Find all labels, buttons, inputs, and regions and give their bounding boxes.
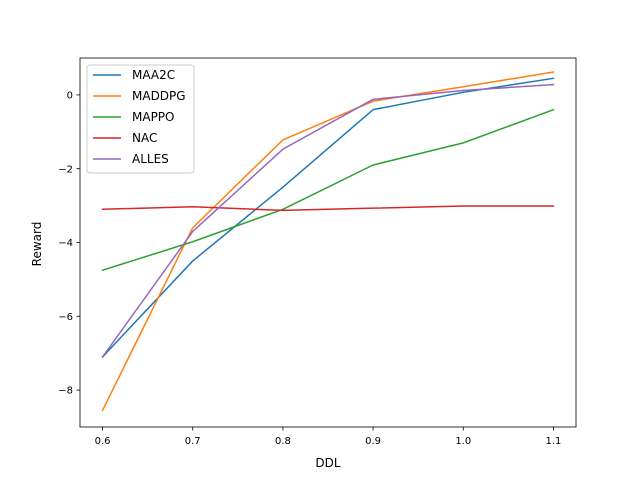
series-line-mappo <box>101 108 555 272</box>
legend: MAA2C MADDPG MAPPO NAC ALLES <box>86 64 195 174</box>
x-tick-label: 1.0 <box>455 436 471 447</box>
series-line-nac <box>101 205 555 212</box>
x-tick-label: 0.9 <box>365 436 381 447</box>
x-tick-label: 0.8 <box>275 436 291 447</box>
legend-label-mappo: MAPPO <box>132 110 174 124</box>
y-tick-label: −4 <box>58 238 73 249</box>
legend-label-maddpg: MADDPG <box>132 89 186 103</box>
x-tick-label: 0.7 <box>185 436 201 447</box>
x-tick-label: 1.1 <box>546 436 562 447</box>
series-line-alles <box>101 83 555 358</box>
x-tick-label: 0.6 <box>95 436 111 447</box>
legend-box <box>86 64 195 174</box>
y-axis-label: Reward <box>30 222 44 267</box>
y-tick-label: −6 <box>58 312 73 323</box>
y-tick-label: −8 <box>58 386 73 397</box>
y-tick-label: 0 <box>67 91 73 102</box>
series-layer <box>101 71 555 412</box>
legend-label-nac: NAC <box>132 131 157 145</box>
y-tick-label: −2 <box>58 164 73 175</box>
legend-label-alles: ALLES <box>132 152 169 166</box>
x-axis-label: DDL <box>315 456 340 470</box>
series-line-maddpg <box>101 71 555 412</box>
legend-label-maa2c: MAA2C <box>132 68 175 82</box>
axes-layer: 0.6 0.7 0.8 0.9 1.0 1.1 −8 −6 −4 −2 0 <box>58 57 577 447</box>
